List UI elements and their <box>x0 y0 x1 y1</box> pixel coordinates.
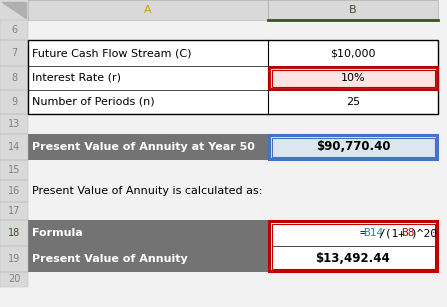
Text: Future Cash Flow Stream (C): Future Cash Flow Stream (C) <box>32 48 191 58</box>
Bar <box>268 160 438 180</box>
Bar <box>0 134 28 160</box>
Text: B: B <box>349 5 357 15</box>
Bar <box>271 138 434 157</box>
Bar <box>28 160 268 180</box>
Text: 8: 8 <box>11 73 17 83</box>
Bar <box>0 0 28 20</box>
Text: 10%: 10% <box>341 73 365 83</box>
Bar <box>28 134 268 160</box>
Bar <box>268 134 438 160</box>
Text: A: A <box>144 5 152 15</box>
Bar <box>28 20 268 40</box>
Bar <box>268 202 438 220</box>
Bar <box>269 221 437 271</box>
Text: /(1+: /(1+ <box>378 228 405 238</box>
Text: 9: 9 <box>11 97 17 107</box>
Bar <box>28 0 268 20</box>
Bar <box>28 180 438 202</box>
Text: 14: 14 <box>8 142 20 152</box>
Bar <box>0 40 28 66</box>
Text: Present Value of Annuity at Year 50: Present Value of Annuity at Year 50 <box>32 142 255 152</box>
Bar <box>28 246 268 272</box>
Text: 18: 18 <box>8 228 20 238</box>
Bar <box>0 272 28 287</box>
Bar <box>0 114 28 134</box>
Text: B8: B8 <box>401 228 414 238</box>
Text: 7: 7 <box>11 48 17 58</box>
Bar <box>0 272 28 287</box>
Text: Present Value of Annuity is calculated as:: Present Value of Annuity is calculated a… <box>32 186 262 196</box>
Bar <box>268 0 438 20</box>
Bar <box>28 202 268 220</box>
Text: $90,770.40: $90,770.40 <box>316 141 390 154</box>
Bar <box>0 160 28 180</box>
Text: Present Value of Annuity: Present Value of Annuity <box>32 254 188 264</box>
Bar <box>0 202 28 220</box>
Bar <box>269 67 437 89</box>
Text: 25: 25 <box>346 97 360 107</box>
Text: Number of Periods (n): Number of Periods (n) <box>32 97 155 107</box>
Bar <box>268 0 438 20</box>
Bar <box>0 40 28 66</box>
Bar <box>28 272 268 287</box>
Text: 15: 15 <box>8 165 20 175</box>
Bar <box>0 90 28 114</box>
Bar <box>268 40 438 66</box>
Bar <box>271 69 434 87</box>
Bar <box>0 134 28 160</box>
Bar <box>0 90 28 114</box>
Bar <box>269 135 437 159</box>
Bar <box>0 160 28 180</box>
Text: B14: B14 <box>363 228 383 238</box>
Text: 6: 6 <box>11 25 17 35</box>
Text: $10,000: $10,000 <box>330 48 376 58</box>
Bar <box>0 220 28 246</box>
Bar <box>28 66 268 90</box>
Bar <box>268 20 438 40</box>
Text: $13,492.44: $13,492.44 <box>316 252 390 266</box>
Text: 20: 20 <box>8 274 20 285</box>
Text: 17: 17 <box>8 206 20 216</box>
Bar <box>0 20 28 40</box>
Text: 13: 13 <box>8 119 20 129</box>
Bar <box>268 246 438 272</box>
Bar <box>268 220 438 246</box>
Text: 16: 16 <box>8 186 20 196</box>
Bar <box>0 220 28 246</box>
Bar <box>268 90 438 114</box>
Text: 19: 19 <box>8 254 20 264</box>
Polygon shape <box>2 2 26 18</box>
Bar <box>28 40 268 66</box>
Bar <box>28 40 438 114</box>
Text: )^20: )^20 <box>410 228 437 238</box>
Bar <box>0 20 28 40</box>
Bar <box>28 90 268 114</box>
Bar <box>268 114 438 134</box>
Bar <box>271 223 434 269</box>
Text: Interest Rate (r): Interest Rate (r) <box>32 73 121 83</box>
Bar <box>0 246 28 272</box>
Bar <box>0 114 28 134</box>
Text: Formula: Formula <box>32 228 83 238</box>
Bar <box>0 202 28 220</box>
Bar <box>0 66 28 90</box>
Bar <box>0 180 28 202</box>
Text: =: = <box>359 228 366 238</box>
Bar <box>268 272 438 287</box>
Bar <box>28 0 268 20</box>
Bar <box>0 246 28 272</box>
Bar <box>28 114 268 134</box>
Bar <box>0 180 28 202</box>
Bar <box>0 66 28 90</box>
Bar <box>28 220 268 246</box>
Bar <box>268 66 438 90</box>
